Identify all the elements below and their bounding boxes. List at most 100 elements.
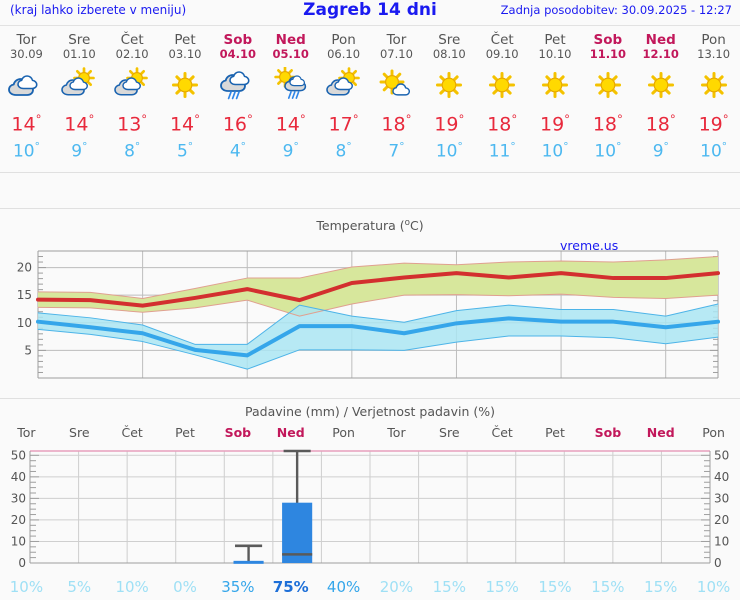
- precipitation-day-label: Tor: [387, 425, 406, 440]
- day-date: 08.10: [432, 47, 466, 61]
- day-max-temp: 17°: [328, 112, 359, 136]
- precipitation-chart-container: Padavine (mm) / Verjetnost padavin (%): [0, 404, 740, 419]
- precipitation-day-labels: Tor Sre Čet Pet Sob Ned Pon Tor Sre Čet Pet Sob Ned P…: [0, 425, 740, 440]
- precipitation-probability: 20%: [379, 578, 414, 596]
- day-max-temp: 19°: [434, 112, 465, 136]
- day-date: 02.10: [115, 47, 149, 61]
- precipitation-day-label: Ned: [646, 425, 675, 440]
- day-date: 01.10: [62, 47, 96, 61]
- day-min-temp: 11°: [488, 141, 516, 162]
- day-column[interactable]: Pet 03.10 14° 5°: [159, 27, 212, 167]
- partly-sunny-icon: [53, 67, 106, 103]
- rain-cloud-icon: [211, 67, 264, 103]
- svg-text:0: 0: [714, 556, 722, 570]
- day-date: 06.10: [327, 47, 361, 61]
- precipitation-probability: 0%: [173, 578, 197, 596]
- temperature-chart-svg: 5 10 15 20: [17, 250, 720, 379]
- svg-text:5: 5: [24, 344, 32, 358]
- day-column[interactable]: Pon 06.10 17° 8°: [317, 27, 370, 167]
- precipitation-probability: 15%: [432, 578, 466, 596]
- day-column[interactable]: Tor 07.10 18° 7°: [370, 27, 423, 167]
- strip-divider-bottom: [0, 208, 740, 209]
- temperature-chart-title-tail: C): [410, 218, 424, 234]
- precipitation-probability: 75%: [272, 578, 309, 596]
- precipitation-day-label: Sob: [594, 425, 622, 440]
- day-max-temp: 18°: [381, 112, 412, 136]
- svg-text:20: 20: [714, 513, 729, 527]
- day-date: 05.10: [272, 47, 309, 61]
- svg-text:30: 30: [11, 491, 26, 505]
- day-column[interactable]: Sre 08.10 19° 10°: [423, 27, 476, 167]
- day-min-temp: 9°: [652, 141, 669, 162]
- svg-text:40: 40: [714, 470, 729, 484]
- svg-text:50: 50: [714, 448, 729, 462]
- day-column[interactable]: Sre 01.10 14° 9°: [53, 27, 106, 167]
- precipitation-probability: 15%: [485, 578, 519, 596]
- precipitation-probability: 10%: [9, 578, 44, 596]
- temperature-chart-container: Temperatura (oC) 5 10 15 20: [0, 218, 740, 398]
- day-min-temp: 9°: [71, 141, 88, 162]
- day-name: Pon: [701, 32, 726, 48]
- day-name: Pon: [331, 32, 356, 48]
- day-min-temp: 10°: [594, 141, 622, 162]
- day-column[interactable]: Tor 30.09 14° 10°: [0, 27, 53, 167]
- day-column[interactable]: Sob 04.10 16° 4°: [211, 27, 264, 167]
- watermark: vreme.us: [560, 238, 619, 253]
- sunny-icon: [159, 67, 212, 103]
- sunny-icon: [634, 67, 687, 103]
- day-min-temp: 10°: [700, 141, 728, 162]
- strip-divider-top: [0, 172, 740, 173]
- day-column[interactable]: Pet 10.10 19° 10°: [529, 27, 582, 167]
- precipitation-day-label: Pon: [702, 425, 725, 440]
- header-divider: [0, 25, 740, 26]
- day-name: Sob: [593, 32, 623, 48]
- day-name: Sre: [438, 32, 461, 48]
- day-max-temp: 16°: [222, 112, 253, 136]
- svg-text:20: 20: [11, 513, 26, 527]
- day-column[interactable]: Čet 09.10 18° 11°: [476, 27, 529, 167]
- svg-text:30: 30: [714, 491, 729, 505]
- day-date: 07.10: [379, 47, 413, 61]
- precipitation-day-label: Sre: [69, 425, 90, 440]
- day-column[interactable]: Pon 13.10 19° 10°: [687, 27, 740, 167]
- day-name: Sre: [68, 32, 91, 48]
- precipitation-day-label: Tor: [17, 425, 36, 440]
- partly-sunny-icon: [106, 67, 159, 103]
- temperature-chart-title: Temperatura (oC): [0, 218, 740, 233]
- day-name: Sob: [223, 32, 253, 48]
- svg-text:40: 40: [11, 470, 26, 484]
- day-column[interactable]: Sob 11.10 18° 10°: [581, 27, 634, 167]
- precipitation-day-label: Ned: [276, 425, 305, 440]
- cloudy-icon: [0, 67, 53, 103]
- precipitation-day-label: Pet: [545, 425, 565, 440]
- degree-symbol: o: [404, 218, 411, 228]
- day-name: Pet: [174, 32, 196, 48]
- day-min-temp: 4°: [229, 141, 246, 162]
- svg-text:10: 10: [11, 534, 26, 548]
- day-column[interactable]: Čet 02.10 13° 8°: [106, 27, 159, 167]
- precipitation-probability: 10%: [115, 578, 149, 596]
- precipitation-probability: 10%: [696, 578, 731, 596]
- precipitation-day-label: Čet: [121, 425, 143, 440]
- day-min-temp: 7°: [388, 141, 405, 162]
- day-max-temp: 19°: [539, 112, 571, 136]
- day-date: 04.10: [219, 47, 257, 61]
- day-column[interactable]: Ned 12.10 18° 9°: [634, 27, 687, 167]
- day-name: Ned: [645, 32, 676, 48]
- day-date: 30.09: [9, 47, 43, 61]
- svg-text:15: 15: [17, 288, 32, 302]
- precipitation-probability: 15%: [538, 578, 572, 596]
- day-column[interactable]: Ned 05.10 14° 9°: [264, 27, 317, 167]
- day-name: Tor: [386, 32, 407, 48]
- day-max-temp: 14°: [64, 112, 95, 136]
- day-max-temp: 13°: [117, 112, 148, 136]
- day-date: 12.10: [642, 47, 679, 61]
- day-min-temp: 8°: [335, 141, 352, 162]
- day-min-temp: 10°: [12, 141, 40, 162]
- precipitation-day-label: Sre: [439, 425, 460, 440]
- day-date: 11.10: [589, 47, 627, 61]
- precipitation-chart-svg: 0 0 10 10 20 20 30 30 40 40 50 50: [11, 448, 730, 570]
- last-updated: Zadnja posodobitev: 30.09.2025 - 12:27: [500, 3, 732, 17]
- sun-cloud-rain-icon: [264, 67, 317, 103]
- svg-text:50: 50: [11, 448, 26, 462]
